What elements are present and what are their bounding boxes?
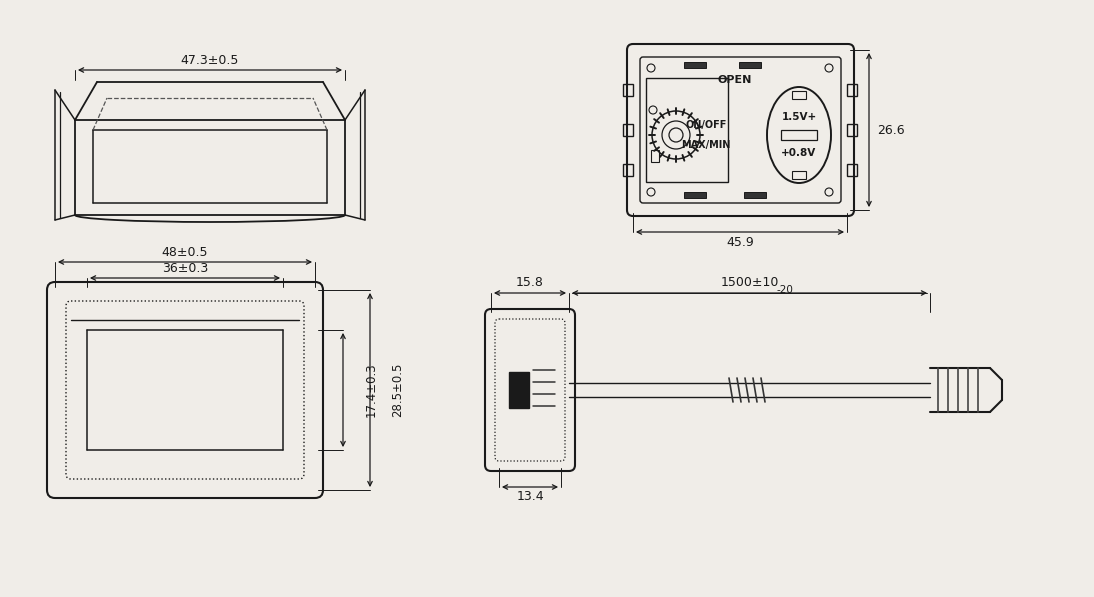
Text: 17.4±0.3: 17.4±0.3 (364, 363, 377, 417)
Text: OPEN: OPEN (718, 75, 753, 85)
Bar (847, 84, 857, 96)
Bar (847, 164, 857, 176)
Bar (651, 150, 659, 162)
Text: 26.6: 26.6 (877, 124, 905, 137)
Bar (622, 124, 633, 136)
Text: ON/OFF: ON/OFF (685, 120, 726, 130)
Bar (622, 84, 633, 96)
Bar (781, 130, 817, 140)
Bar (792, 171, 806, 179)
Text: 1.5V+: 1.5V+ (781, 112, 816, 122)
Text: MAX/MIN: MAX/MIN (682, 140, 731, 150)
Text: +0.8V: +0.8V (781, 148, 816, 158)
Bar (509, 372, 529, 408)
Bar (792, 91, 806, 99)
Text: 1500±10: 1500±10 (720, 276, 779, 290)
Bar (645, 78, 728, 182)
Text: 48±0.5: 48±0.5 (162, 245, 208, 259)
Text: 47.3±0.5: 47.3±0.5 (181, 54, 240, 66)
Bar (684, 192, 706, 198)
Text: 45.9: 45.9 (726, 235, 754, 248)
Bar (744, 192, 766, 198)
Text: 36±0.3: 36±0.3 (162, 261, 208, 275)
Bar (684, 62, 706, 68)
Text: -20: -20 (776, 285, 793, 295)
Bar (622, 164, 633, 176)
Text: 28.5±0.5: 28.5±0.5 (392, 363, 405, 417)
Text: 13.4: 13.4 (516, 491, 544, 503)
Bar (740, 62, 761, 68)
Text: 15.8: 15.8 (516, 276, 544, 290)
Bar (847, 124, 857, 136)
